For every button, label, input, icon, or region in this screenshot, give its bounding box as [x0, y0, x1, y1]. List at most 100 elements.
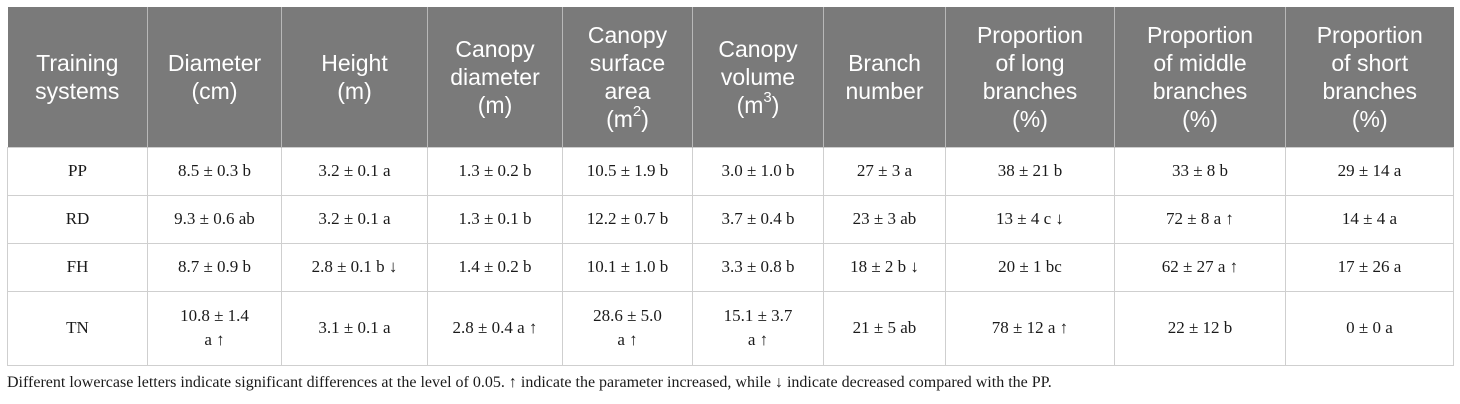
header-text-line: (%) [1012, 105, 1048, 132]
cell-text-line: 10.8 ± 1.4 [180, 306, 249, 325]
cell-text-line: 15.1 ± 3.7 [723, 306, 793, 325]
table-cell: 13 ± 4 c ↓ [945, 194, 1115, 244]
cell-text-line: 21 ± 5 ab [852, 318, 917, 337]
table-cell: 3.7 ± 0.4 b [692, 194, 824, 244]
header-text-line: Canopy [587, 21, 668, 48]
header-text-line: (cm) [191, 77, 238, 104]
row-label-cell: TN [7, 290, 148, 366]
cell-text-line: a ↑ [617, 330, 638, 349]
table-cell: 3.2 ± 0.1 a [281, 194, 428, 244]
table-cell: 20 ± 1 bc [945, 242, 1115, 292]
table-cell: 2.8 ± 0.4 a ↑ [427, 290, 563, 366]
column-header-diameter: Diameter (cm) [147, 7, 282, 147]
header-text-line: surface [589, 49, 666, 76]
header-text-line: (m) [337, 77, 372, 104]
column-header-canopy-surface-area: Canopy surface area (m2) [562, 7, 693, 147]
table-cell: 72 ± 8 a ↑ [1114, 194, 1286, 244]
table-cell: 10.8 ± 1.4 a ↑ [147, 290, 282, 366]
header-unit-exponent: 3 [763, 89, 772, 107]
header-text-line: area [604, 77, 651, 104]
column-header-height: Height (m) [281, 7, 428, 147]
header-text-line: of middle [1153, 49, 1247, 76]
table-cell: 18 ± 2 b ↓ [823, 242, 946, 292]
table-row: RD 9.3 ± 0.6 ab 3.2 ± 0.1 a 1.3 ± 0.1 b 12.2… [7, 194, 1454, 244]
header-text-line: Proportion [976, 21, 1084, 48]
header-text-line: number [845, 77, 924, 104]
header-text-line: Training [36, 49, 119, 76]
table-cell: 1.3 ± 0.2 b [427, 146, 563, 196]
table-cell: 15.1 ± 3.7 a ↑ [692, 290, 824, 366]
table-cell: 78 ± 12 a ↑ [945, 290, 1115, 366]
table-row: TN 10.8 ± 1.4 a ↑ 3.1 ± 0.1 a 2.8 ± 0.4 a ↑ 2… [7, 290, 1454, 366]
row-label-cell: FH [7, 242, 148, 292]
header-unit: (m3) [736, 89, 780, 118]
header-unit-base: (m [736, 91, 764, 118]
header-text-line: branches [982, 77, 1078, 104]
table-cell: 10.1 ± 1.0 b [562, 242, 693, 292]
column-header-canopy-diameter: Canopy diameter (m) [427, 7, 563, 147]
header-unit: (m2) [606, 103, 649, 132]
table-footnote: Different lowercase letters indicate sig… [7, 374, 1052, 391]
header-unit-close: ) [641, 105, 649, 132]
header-text-line: Branch [848, 49, 921, 76]
cell-text-line: 0 ± 0 a [1346, 318, 1393, 337]
column-header-proportion-middle-branches: Proportion of middle branches (%) [1114, 7, 1286, 147]
header-text-line: (%) [1351, 105, 1388, 132]
header-text-line: of long [995, 49, 1065, 76]
table-cell: 28.6 ± 5.0 a ↑ [562, 290, 693, 366]
header-text-line: volume [720, 63, 796, 90]
table-cell: 27 ± 3 a [823, 146, 946, 196]
header-unit-base: (m [606, 105, 633, 132]
header-text-line: systems [35, 77, 120, 104]
row-label-cell: PP [7, 146, 148, 196]
table-cell: 3.1 ± 0.1 a [281, 290, 428, 366]
column-header-branch-number: Branch number [823, 7, 946, 147]
row-label-cell: RD [7, 194, 148, 244]
table-cell: 8.5 ± 0.3 b [147, 146, 282, 196]
table-cell: 9.3 ± 0.6 ab [147, 194, 282, 244]
table-cell: 22 ± 12 b [1114, 290, 1286, 366]
table-cell: 1.4 ± 0.2 b [427, 242, 563, 292]
table-cell: 3.3 ± 0.8 b [692, 242, 824, 292]
cell-text-line: a ↑ [747, 330, 769, 349]
column-header-canopy-volume: Canopy volume (m3) [692, 7, 824, 147]
header-text-line: diameter [450, 63, 540, 90]
cell-text-line: a ↑ [204, 330, 225, 349]
table-row: PP 8.5 ± 0.3 b 3.2 ± 0.1 a 1.3 ± 0.2 b 10.5 … [7, 146, 1454, 196]
table-cell: 3.0 ± 1.0 b [692, 146, 824, 196]
column-header-proportion-long-branches: Proportion of long branches (%) [945, 7, 1115, 147]
table-cell: 33 ± 8 b [1114, 146, 1286, 196]
header-text-line: Height [321, 49, 388, 76]
header-text-line: (%) [1182, 105, 1218, 132]
table-body: PP 8.5 ± 0.3 b 3.2 ± 0.1 a 1.3 ± 0.2 b 10.5 … [7, 146, 1454, 366]
header-text-line: branches [1322, 77, 1418, 104]
header-text-line: Diameter [167, 49, 262, 76]
results-table: Training systems Diameter (cm) Height (m) Cano… [7, 7, 1454, 366]
header-text-line: Proportion [1316, 21, 1423, 48]
table-cell: 10.5 ± 1.9 b [562, 146, 693, 196]
header-text-line: (m) [477, 91, 513, 118]
table-cell: 38 ± 21 b [945, 146, 1115, 196]
table-cell: 1.3 ± 0.1 b [427, 194, 563, 244]
cell-text-line: 3.1 ± 0.1 a [318, 318, 391, 337]
cell-text-line: TN [66, 318, 89, 337]
header-unit-exponent: 2 [632, 103, 642, 121]
table-cell: 17 ± 26 a [1285, 242, 1454, 292]
cell-text-line: 22 ± 12 b [1167, 318, 1233, 337]
table-cell: 8.7 ± 0.9 b [147, 242, 282, 292]
table-cell: 62 ± 27 a ↑ [1114, 242, 1286, 292]
table-cell: 23 ± 3 ab [823, 194, 946, 244]
table-cell: 21 ± 5 ab [823, 290, 946, 366]
cell-text-line: 78 ± 12 a ↑ [991, 318, 1069, 337]
cell-text-line: 2.8 ± 0.4 a ↑ [452, 318, 538, 337]
table-cell: 29 ± 14 a [1285, 146, 1454, 196]
table-row: FH 8.7 ± 0.9 b 2.8 ± 0.1 b ↓ 1.4 ± 0.2 b 10.… [7, 242, 1454, 292]
table-cell: 3.2 ± 0.1 a [281, 146, 428, 196]
table-cell: 0 ± 0 a [1285, 290, 1454, 366]
column-header-training-systems: Training systems [7, 7, 148, 147]
table-cell: 2.8 ± 0.1 b ↓ [281, 242, 428, 292]
table-cell: 14 ± 4 a [1285, 194, 1454, 244]
table-cell: 12.2 ± 0.7 b [562, 194, 693, 244]
table-container: Training systems Diameter (cm) Height (m) Cano… [7, 7, 1454, 366]
header-text-line: branches [1152, 77, 1248, 104]
